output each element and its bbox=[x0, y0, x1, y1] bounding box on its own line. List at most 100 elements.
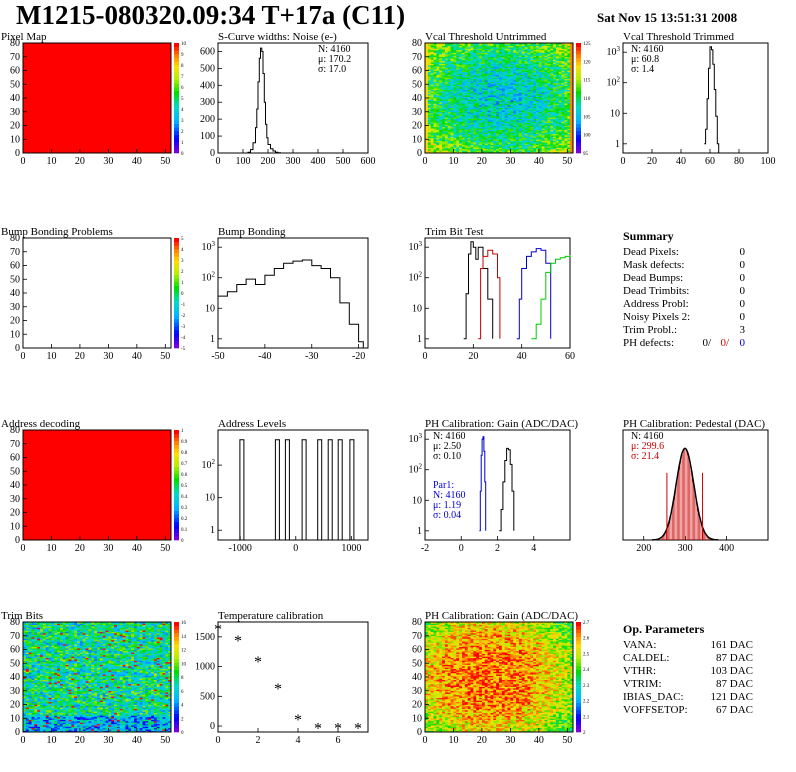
x-tick-label: 0 bbox=[21, 156, 26, 167]
ph-defect-value: 0 bbox=[740, 337, 746, 349]
summary-value: 0 bbox=[740, 285, 746, 297]
y-tick-label: 10 bbox=[10, 713, 20, 724]
y-tick-exp: 3 bbox=[212, 240, 216, 248]
chart-title: PH Calibration: Gain (ADC/DAC) bbox=[425, 418, 578, 430]
param-label: CALDEL: bbox=[623, 652, 669, 664]
palette-label: 0.6 bbox=[181, 473, 188, 478]
chart-panel: S-Curve widths: Noise (e-) 0 100 200 300 400 5… bbox=[200, 31, 376, 167]
y-tick-label: 40 bbox=[412, 93, 422, 104]
x-tick-label: 6 bbox=[336, 735, 341, 746]
x-tick-label: -30 bbox=[305, 351, 318, 362]
chart-title: Vcal Threshold Trimmed bbox=[623, 31, 735, 43]
stat-text: N: 4160 bbox=[433, 490, 466, 501]
x-tick-label: 2 bbox=[256, 735, 261, 746]
y-tick-label: 40 bbox=[10, 93, 20, 104]
x-tick-label: 30 bbox=[505, 156, 515, 167]
y-tick-label: 50 bbox=[10, 658, 20, 669]
y-tick-label: 103 bbox=[607, 45, 621, 58]
palette-label: 0.2 bbox=[181, 517, 188, 522]
y-tick-label: 10 bbox=[412, 495, 422, 506]
x-tick-label: 500 bbox=[336, 156, 351, 167]
param-value: 87 DAC bbox=[716, 652, 753, 664]
x-tick-label: 0 bbox=[459, 543, 464, 554]
summary-value: 0 bbox=[740, 298, 746, 310]
palette-label: 0 bbox=[181, 292, 184, 297]
y-tick-exp: 3 bbox=[617, 45, 621, 53]
summary-label: Address Probl: bbox=[623, 298, 689, 310]
palette-label: 0.4 bbox=[181, 495, 188, 500]
page-title: M1215-080320.09:34 T+17a (C11) bbox=[16, 0, 406, 30]
series-line bbox=[499, 447, 515, 532]
stat-text: σ: 0.04 bbox=[433, 510, 461, 521]
y-tick-label: 102 bbox=[202, 271, 216, 284]
summary-label: Trim Probl.: bbox=[623, 324, 677, 336]
chart-title: Address decoding bbox=[1, 418, 81, 430]
y-tick-label: 20 bbox=[412, 700, 422, 711]
y-tick-label: 300 bbox=[200, 97, 215, 108]
heatmap-cells bbox=[23, 622, 172, 733]
y-tick-label: 30 bbox=[412, 686, 422, 697]
series-line bbox=[479, 436, 487, 532]
y-tick-label: 70 bbox=[10, 631, 20, 642]
summary-label: Dead Trimbits: bbox=[623, 285, 689, 297]
y-tick-label: 40 bbox=[10, 480, 20, 491]
heatmap-fill bbox=[23, 43, 171, 153]
stat-text: N: 4160 bbox=[631, 431, 664, 442]
params-heading: Op. Parameters bbox=[623, 622, 705, 636]
y-tick-label: 30 bbox=[10, 494, 20, 505]
series-line bbox=[218, 259, 364, 348]
palette-label: 5 bbox=[181, 97, 184, 102]
x-tick-label: 50 bbox=[562, 735, 572, 746]
x-tick-label: 10 bbox=[448, 156, 458, 167]
param-value: 103 DAC bbox=[711, 665, 753, 677]
plot-frame bbox=[622, 429, 769, 541]
chart-title: PH Calibration: Gain (ADC/DAC) bbox=[425, 610, 578, 622]
chart-title: Vcal Threshold Untrimmed bbox=[425, 31, 547, 43]
y-tick-label: 500 bbox=[200, 63, 215, 74]
x-tick-label: 20 bbox=[75, 351, 85, 362]
plot-frame bbox=[217, 237, 369, 349]
y-tick-exp: 2 bbox=[212, 458, 216, 466]
x-tick-label: 40 bbox=[517, 351, 527, 362]
x-tick-label: 50 bbox=[160, 543, 170, 554]
y-tick-label: 50 bbox=[10, 466, 20, 477]
palette-label: 12 bbox=[181, 649, 187, 654]
y-tick-label: 10 bbox=[10, 521, 20, 532]
stat-text: N: 4160 bbox=[433, 431, 466, 442]
y-tick-label: 1 bbox=[615, 139, 620, 150]
y-tick-label: 80 bbox=[10, 617, 20, 628]
palette-label: 7 bbox=[181, 75, 184, 80]
x-tick-label: 20 bbox=[75, 543, 85, 554]
x-tick-label: 0 bbox=[621, 156, 626, 167]
summary-label: Dead Pixels: bbox=[623, 246, 679, 258]
palette-label: 2.5 bbox=[583, 652, 590, 657]
y-tick-exp: 3 bbox=[419, 432, 423, 440]
palette-label: 2 bbox=[181, 130, 184, 135]
y-tick-exp: 2 bbox=[212, 271, 216, 279]
x-tick-label: 0 bbox=[21, 543, 26, 554]
x-tick-label: 10 bbox=[46, 543, 56, 554]
stat-text: σ: 1.4 bbox=[631, 64, 654, 75]
chart-panel: Address decoding 0 0.1 0.2 0.3 0.4 0.5 0.6 0.7 0.… bbox=[1, 418, 188, 554]
x-tick-label: -40 bbox=[258, 351, 271, 362]
plot-frame bbox=[217, 429, 369, 541]
x-tick-label: 20 bbox=[75, 735, 85, 746]
chart-title: Trim Bits bbox=[1, 610, 43, 622]
chart-panel: PH Calibration: Gain (ADC/DAC) -2 0 2 4 1 10 10… bbox=[409, 418, 579, 554]
param-label: VOFFSETOP: bbox=[623, 704, 688, 716]
palette-label: 120 bbox=[583, 60, 591, 65]
summary-label: Dead Bumps: bbox=[623, 272, 683, 284]
palette-label: 2.4 bbox=[583, 668, 590, 673]
palette-label: 9 bbox=[181, 53, 184, 58]
x-tick-label: 40 bbox=[534, 735, 544, 746]
param-label: VTHR: bbox=[623, 665, 656, 677]
x-tick-label: 10 bbox=[46, 156, 56, 167]
x-tick-label: 4 bbox=[531, 543, 536, 554]
x-tick-label: 10 bbox=[448, 735, 458, 746]
chart-panel: PH Calibration: Gain (ADC/DAC) 2 2.1 2.2 2.3… bbox=[412, 610, 590, 746]
palette-label: -5 bbox=[181, 347, 186, 352]
y-tick-label: 102 bbox=[202, 458, 216, 471]
x-tick-label: 10 bbox=[46, 735, 56, 746]
summary-value: 0 bbox=[740, 272, 746, 284]
